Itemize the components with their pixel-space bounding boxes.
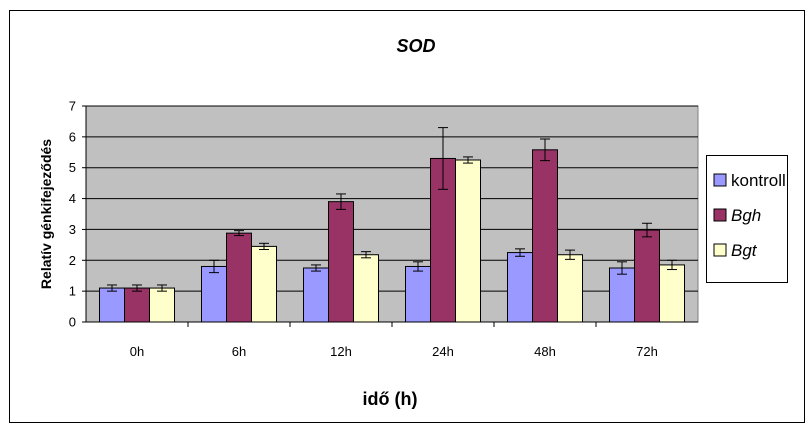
bar-bgt-72h [659,264,685,323]
x-tick-label: 24h [432,344,454,359]
y-tick-label: 0 [69,315,76,330]
x-tick-label: 48h [534,344,556,359]
error-bars [107,127,677,292]
x-tick-label: 72h [636,344,658,359]
x-tick-labels: 0h 6h 12h 24h 48h 72h [130,344,658,359]
bar-kontroll-24h [405,265,431,323]
bar-kontroll-12h [303,267,329,323]
bar-bgt-48h [557,254,583,323]
bars [99,149,685,323]
legend: kontroll Bgh Bgt [706,155,788,283]
y-tick-label: 2 [69,253,76,268]
bar-bgh-6h [226,232,252,323]
legend-swatch-bgt [713,243,727,257]
bar-kontroll-72h [609,267,635,323]
x-tick-label: 6h [232,344,246,359]
legend-label-kontroll: kontroll [731,171,786,190]
legend-label-bgt: Bgt [731,241,758,260]
x-axis-title: idő (h) [363,389,418,409]
chart-title: SOD [396,36,435,56]
x-tick-label: 0h [130,344,144,359]
gridlines [86,105,698,292]
y-tick-label: 1 [69,284,76,299]
bar-bgt-0h [149,287,175,323]
bar-bgh-72h [634,229,660,323]
legend-swatch-bgh [713,208,727,222]
bar-kontroll-0h [99,287,125,323]
legend-swatch-kontroll [713,173,727,187]
y-axis-title: Relatív génkifejeződés [38,139,54,289]
bar-bgt-24h [455,159,481,323]
y-tick-labels: 0 1 2 3 4 5 6 7 [69,99,76,330]
x-tick-label: 12h [330,344,352,359]
bar-kontroll-6h [201,265,227,323]
bar-bgt-6h [251,245,277,323]
bar-bgh-48h [532,149,558,323]
y-tick-label: 4 [69,191,76,206]
bar-bgh-12h [328,201,354,323]
axes [82,105,698,327]
plot-area [85,105,699,323]
bar-bgt-12h [353,254,379,323]
y-tick-label: 5 [69,160,76,175]
bar-kontroll-48h [507,252,533,323]
y-tick-label: 6 [69,129,76,144]
y-tick-label: 3 [69,222,76,237]
y-tick-label: 7 [69,99,76,114]
bar-bgh-0h [124,287,150,323]
legend-label-bgh: Bgh [731,206,761,225]
